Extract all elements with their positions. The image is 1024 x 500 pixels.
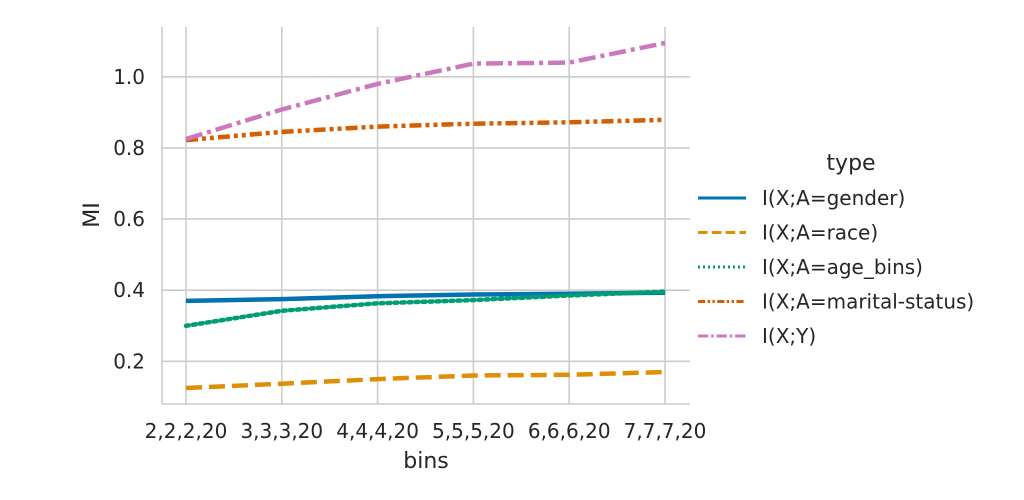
legend-label: I(X;A=age_bins) <box>762 255 923 279</box>
series-line <box>185 369 666 391</box>
series-line <box>185 117 666 143</box>
series-line <box>183 289 668 329</box>
x-tick-label: 3,3,3,20 <box>240 419 323 443</box>
y-tick-label: 0.6 <box>113 207 145 231</box>
legend-title: type <box>826 151 875 176</box>
legend-label: I(X;Y) <box>762 324 816 348</box>
y-tick-label: 0.8 <box>113 136 145 160</box>
y-tick-label: 0.2 <box>113 349 145 373</box>
x-tick-label: 5,5,5,20 <box>432 419 515 443</box>
legend-label: I(X;A=marital-status) <box>762 290 974 314</box>
legend: type I(X;A=gender) I(X;A=race) I(X;A=age_b… <box>698 151 974 348</box>
series-lines <box>183 40 668 391</box>
legend-label: I(X;A=race) <box>762 221 878 245</box>
x-tick-label: 4,4,4,20 <box>336 419 419 443</box>
x-tick-label: 6,6,6,20 <box>528 419 611 443</box>
y-axis-label: MI <box>80 202 105 227</box>
x-tick-label: 7,7,7,20 <box>624 419 707 443</box>
y-tick-label: 0.4 <box>113 278 145 302</box>
tick-labels: 2,2,2,20 3,3,3,20 4,4,4,20 5,5,5,20 6,6,6,20… <box>113 65 706 443</box>
gridlines <box>162 27 690 404</box>
legend-label: I(X;A=gender) <box>762 186 905 210</box>
y-tick-label: 1.0 <box>113 65 145 89</box>
x-axis-label: bins <box>403 449 448 474</box>
series-line <box>185 40 666 142</box>
axis-spines <box>161 27 690 405</box>
x-tick-label: 2,2,2,20 <box>145 419 228 443</box>
